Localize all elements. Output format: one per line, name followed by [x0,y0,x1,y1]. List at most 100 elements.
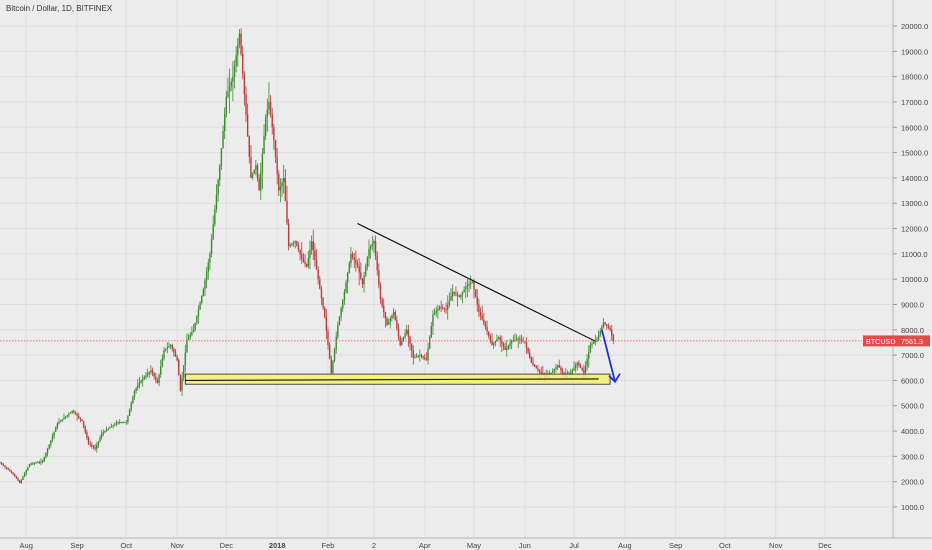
candle-body [256,165,259,178]
candle-body [204,280,206,290]
candle-body [163,350,165,359]
candle-body [514,339,516,341]
candle-body [558,365,560,368]
candle-body [281,182,283,187]
candle-body [497,337,500,340]
candle-body [474,289,477,297]
candle-body [442,307,444,309]
candle-body [23,473,26,477]
candle-body [73,410,75,413]
candle-body [327,331,329,345]
candle-body [230,81,232,87]
candle-body [330,358,332,373]
candle-body [45,452,47,458]
candle-body [278,173,280,191]
candle-body [540,371,542,373]
candle-body [319,279,321,289]
candle-body [232,76,234,82]
candle-body [302,258,305,262]
candle-body [258,177,260,191]
candle-body [78,415,80,418]
candle-body [337,324,339,337]
candle-body [243,74,246,95]
candle-body [91,444,93,447]
candle-body [524,341,526,343]
candle-body [561,370,564,373]
y-tick-label: 1000.0 [901,503,924,512]
candle-body [202,289,205,297]
candle-body [127,415,129,423]
candle-body [268,101,270,110]
candle-body [353,257,355,261]
candle-body [309,249,311,259]
candle-body [69,412,72,414]
candle-body [492,343,495,345]
candle-body [348,263,351,273]
candle-body [299,250,301,255]
candle-body [237,44,239,56]
candle-body [428,337,431,349]
candle-body [120,422,123,423]
candle-body [260,172,262,191]
candle-body [596,339,598,342]
candle-body [343,291,346,301]
candle-body [79,417,82,420]
x-axis[interactable]: Aug Sep Oct Nov Dec 2018 Feb 2 Apr May Jun Jul Aug Se… [20,541,832,550]
candle-body [82,420,85,427]
candle-body [609,327,611,330]
candle-body [379,284,382,300]
candle-body [527,347,529,353]
candle-body [48,444,50,449]
candle-body [209,253,211,263]
candle-body [220,148,223,166]
candle-body [589,344,592,352]
candle-body [181,377,183,391]
candle-body [291,243,293,245]
candle-body [283,177,285,183]
candle-body [184,352,187,366]
candle-body [437,308,439,311]
candle-body [174,352,177,357]
candle-body [96,444,98,449]
y-tick-label: 10000.0 [901,275,928,284]
candle-body [351,253,354,258]
candle-body [176,356,178,361]
candle-body [287,223,290,247]
x-tick-label: Sep [669,541,682,550]
candle-body [479,312,482,316]
candle-body [345,282,347,292]
candle-body [151,370,154,374]
candle-body [560,367,562,371]
y-axis[interactable]: 1000.0 2000.0 3000.0 4000.0 5000.0 6000.0 7000… [893,22,928,512]
candle-body [578,362,580,366]
candle-body [410,343,413,351]
candle-body [215,194,218,210]
candle-body [25,470,27,474]
x-tick-label: Jul [569,541,579,550]
candle-body [292,242,295,244]
y-tick-label: 4000.0 [901,427,924,436]
candle-body [9,469,11,472]
candle-body [269,101,272,115]
candle-body [463,289,465,292]
candle-body [535,366,537,369]
candle-body [186,339,188,353]
candle-body [233,65,236,77]
candle-body [105,429,108,432]
candle-body [294,241,296,243]
candle-body [358,266,360,273]
candle-body [255,165,257,170]
y-tick-label: 8000.0 [901,326,924,335]
candle-body [591,343,593,345]
candle-body [369,246,372,249]
candle-body [420,355,423,357]
candle-body [238,33,241,45]
x-tick-label: 2018 [269,541,286,550]
candle-body [312,241,314,251]
candle-body [266,109,269,118]
candle-body [137,385,139,389]
candle-body [289,244,291,247]
candle-body [532,362,534,365]
candle-body [391,315,393,319]
candle-body [517,338,519,340]
